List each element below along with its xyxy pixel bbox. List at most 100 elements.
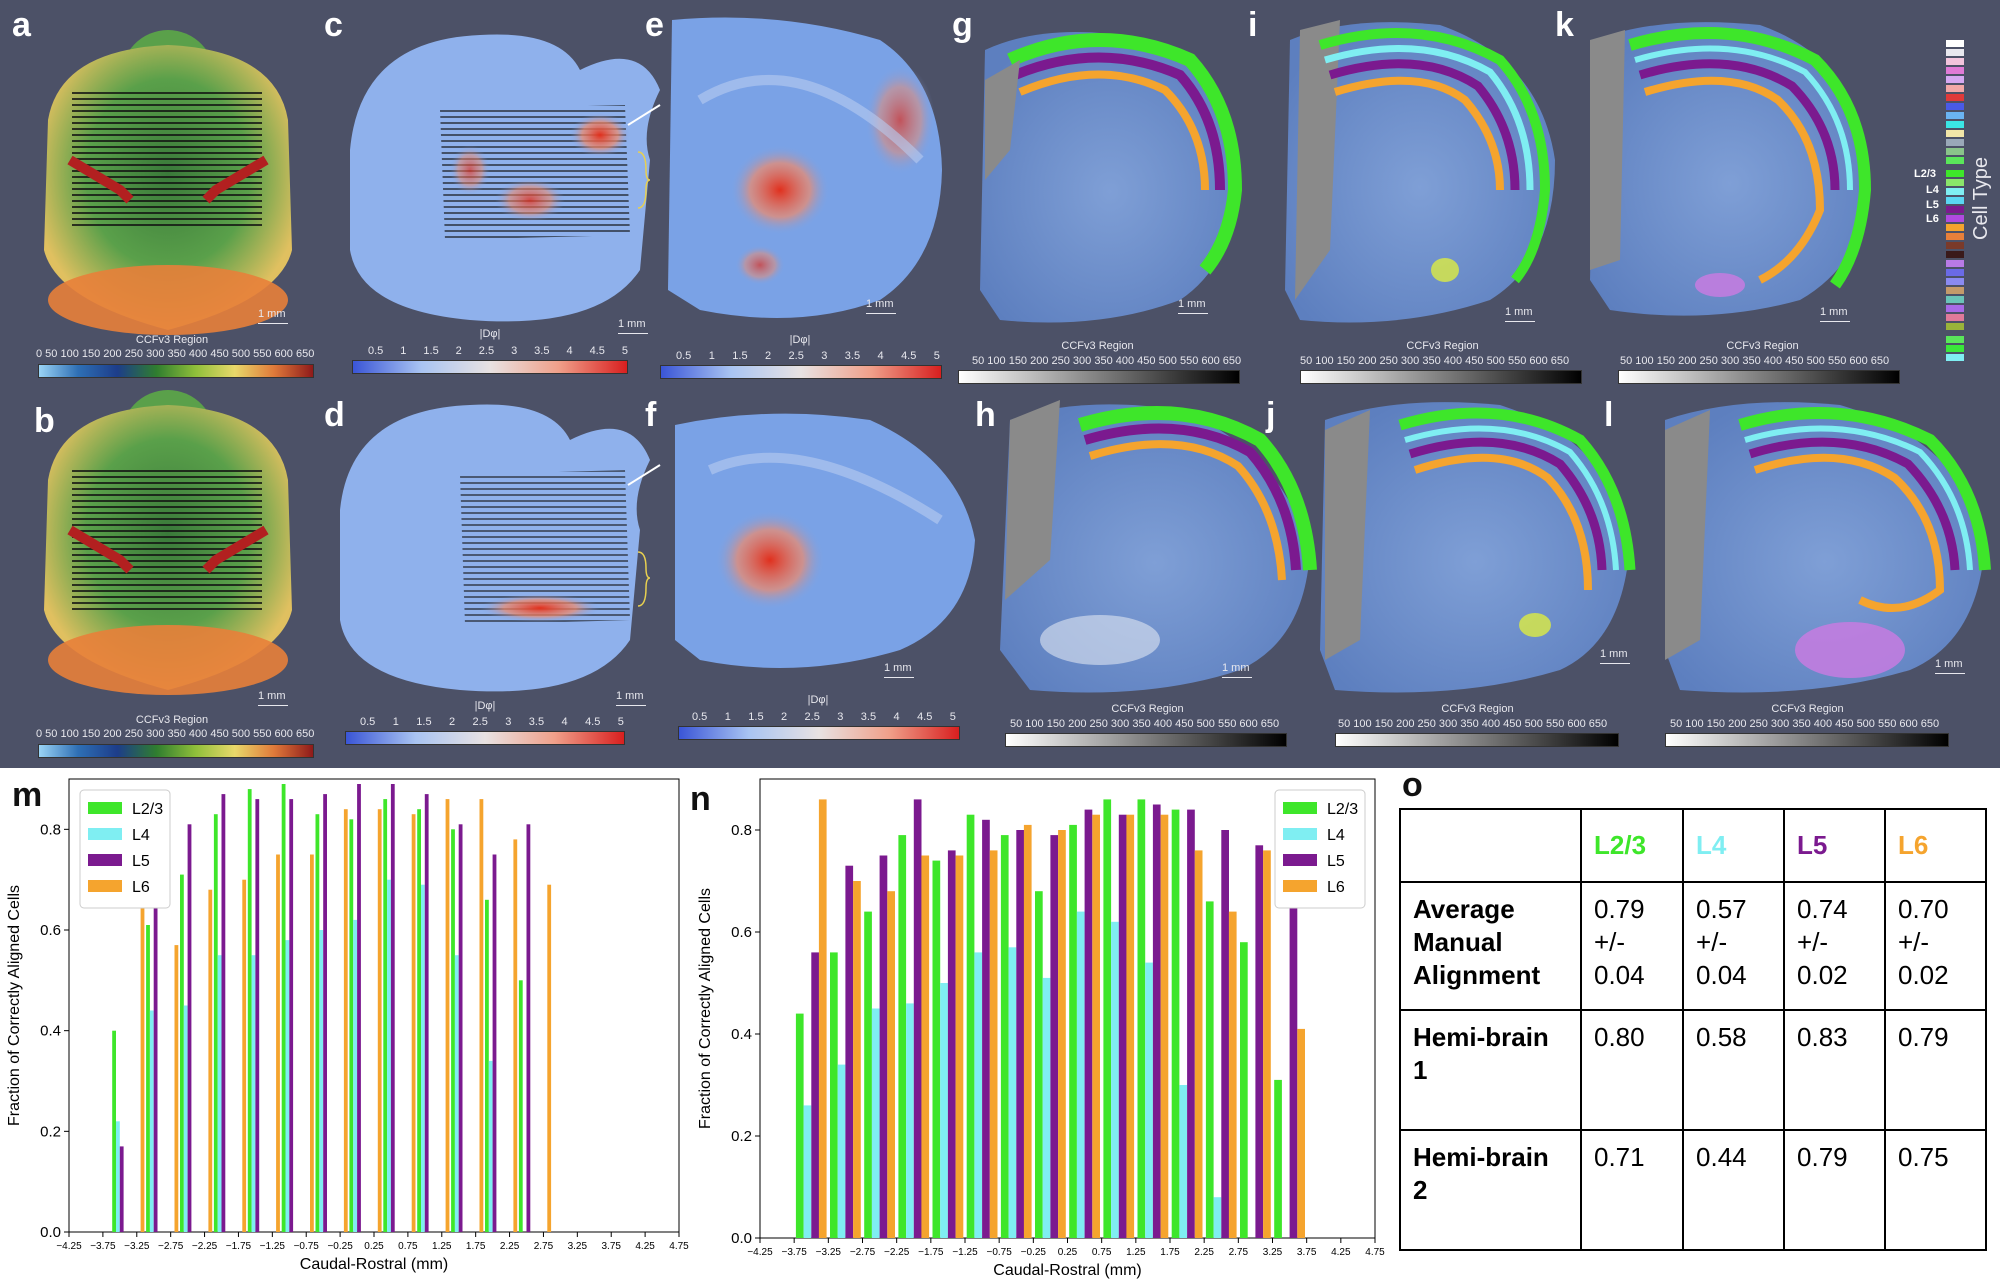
bar-L5 xyxy=(526,824,531,1232)
bar-L23 xyxy=(1240,942,1248,1238)
table-cell: 0.79 xyxy=(1884,1009,1987,1131)
panel-label-i: i xyxy=(1248,6,1258,44)
bar-L23 xyxy=(451,829,455,1232)
bar-L23 xyxy=(383,799,388,1232)
legend-label: L2/3 xyxy=(132,801,163,818)
panel-h-image xyxy=(1000,400,1317,693)
cbar-title-k: CCFv3 Region xyxy=(1726,340,1799,352)
y-axis-label: Fraction of Correctly Aligned Cells xyxy=(6,885,23,1126)
bar-L6 xyxy=(445,799,450,1232)
bar-L4 xyxy=(1213,1197,1222,1238)
bar-L23 xyxy=(213,814,218,1232)
panel-label-m: m xyxy=(12,776,43,814)
bar-L6 xyxy=(310,854,314,1232)
figure-image-panels: a b c d e f g h i j k l 1 mm 1 mm 1 mm 1… xyxy=(0,0,2000,768)
bar-L6 xyxy=(1228,911,1237,1238)
legend-swatch xyxy=(1283,828,1317,840)
bar-L5 xyxy=(982,819,990,1238)
bar-L23 xyxy=(518,980,523,1232)
scale-bar-l: 1 mm xyxy=(1935,658,1965,674)
cbar-ticks-a: 0 50 100 150 200 250 300 350 400 450 500… xyxy=(36,348,315,360)
scale-bar-e: 1 mm xyxy=(866,298,896,314)
bar-L23 xyxy=(349,819,354,1232)
table-row-label: Hemi-brain 2 xyxy=(1399,1129,1582,1251)
bar-L6 xyxy=(921,855,930,1238)
bar-L23 xyxy=(1274,1079,1282,1238)
bar-L4 xyxy=(217,955,222,1232)
bar-L6 xyxy=(276,854,280,1232)
panel-a-image xyxy=(44,30,292,335)
bar-L4 xyxy=(803,1105,812,1238)
bar-L4 xyxy=(1042,977,1051,1238)
x-tick-label: 2.25 xyxy=(500,1241,520,1252)
legend-label: L5 xyxy=(132,853,150,870)
y-tick-label: 0.8 xyxy=(731,822,752,839)
panel-e-image xyxy=(668,17,942,318)
bar-L4 xyxy=(837,1064,846,1238)
colorbar-k xyxy=(1618,370,1900,384)
bar-L5 xyxy=(289,799,294,1232)
table-cell: 0.70 +/- 0.02 xyxy=(1884,881,1987,1011)
y-tick-label: 0.0 xyxy=(731,1230,752,1247)
table-cell: 0.83 xyxy=(1783,1009,1886,1131)
panel-d-image xyxy=(340,404,661,692)
x-axis-label: Caudal-Rostral (mm) xyxy=(300,1256,448,1273)
x-tick-label: −2.75 xyxy=(158,1241,184,1252)
bar-L23 xyxy=(1000,835,1009,1238)
panel-j-image xyxy=(1320,402,1636,693)
panel-i-image xyxy=(1285,20,1555,323)
bar-L23 xyxy=(281,784,286,1232)
cbar-title-j: CCFv3 Region xyxy=(1441,703,1514,715)
x-tick-label: −0.75 xyxy=(987,1247,1013,1258)
cbar-title-e: |Dφ| xyxy=(789,334,811,346)
legend-label: L2/3 xyxy=(1327,801,1358,818)
bar-L6 xyxy=(1092,814,1100,1238)
x-tick-label: 3.25 xyxy=(568,1241,588,1252)
colorbar-e xyxy=(660,365,942,379)
cbar-title-c: |Dφ| xyxy=(479,328,501,340)
bar-L5 xyxy=(1084,809,1093,1238)
cbar-ticks-b: 0 50 100 150 200 250 300 350 400 450 500… xyxy=(36,728,315,740)
x-tick-label: −2.25 xyxy=(884,1247,910,1258)
panel-label-n: n xyxy=(690,780,711,818)
bar-L6 xyxy=(1297,1028,1305,1238)
scale-bar-f: 1 mm xyxy=(884,662,914,678)
bar-L4 xyxy=(1145,962,1153,1238)
colorbar-b xyxy=(38,744,314,758)
x-tick-label: 2.75 xyxy=(534,1241,554,1252)
x-tick-label: 2.25 xyxy=(1194,1247,1214,1258)
bar-L6 xyxy=(547,884,552,1232)
bar-L5 xyxy=(947,850,956,1238)
panel-label-b: b xyxy=(34,402,55,440)
bar-L6 xyxy=(479,799,484,1232)
bar-L6 xyxy=(1058,830,1066,1238)
panel-label-h: h xyxy=(975,396,996,434)
bar-L5 xyxy=(1016,830,1024,1238)
bar-L4 xyxy=(183,1005,188,1232)
table-header-l5: L5 xyxy=(1783,808,1886,883)
legend-swatch xyxy=(88,854,122,866)
bar-L6 xyxy=(989,850,998,1238)
y-tick-label: 0.2 xyxy=(731,1128,752,1145)
y-tick-label: 0.8 xyxy=(40,821,61,838)
bar-L4 xyxy=(974,952,983,1238)
bar-L6 xyxy=(140,889,145,1232)
bar-L23 xyxy=(1137,799,1146,1238)
bar-L5 xyxy=(357,784,361,1232)
scale-bar-b: 1 mm xyxy=(258,690,288,706)
bar-L23 xyxy=(315,814,320,1232)
bar-L6 xyxy=(818,799,827,1238)
panel-label-o: o xyxy=(1402,766,1423,804)
bar-L23 xyxy=(1103,799,1112,1238)
y-tick-label: 0.2 xyxy=(40,1123,61,1140)
y-tick-label: 0.4 xyxy=(731,1026,752,1043)
cbar-ticks-e: 0.5 1 1.5 2 2.5 3 3.5 4 4.5 5 xyxy=(676,350,940,362)
bar-L23 xyxy=(966,814,975,1238)
bar-L6 xyxy=(955,855,964,1238)
bar-L5 xyxy=(1152,804,1161,1238)
x-tick-label: −4.25 xyxy=(56,1241,82,1252)
panel-label-a: a xyxy=(12,6,31,44)
y-tick-label: 0.6 xyxy=(731,924,752,941)
bar-L23 xyxy=(112,1030,116,1232)
colorbar-c xyxy=(352,360,628,374)
